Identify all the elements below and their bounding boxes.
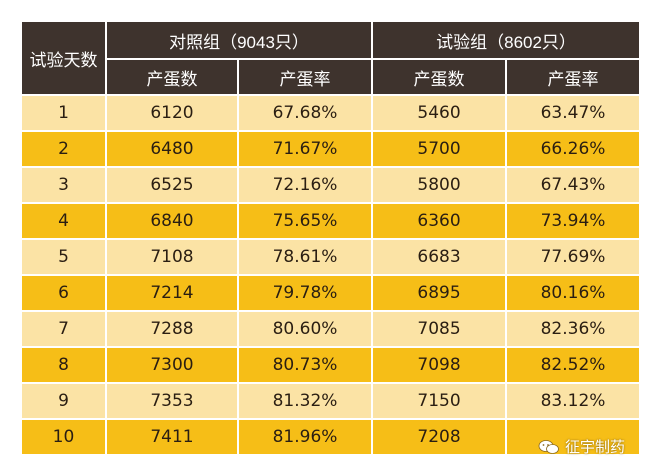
cell-control-eggs: 7353 bbox=[105, 382, 239, 420]
table-row: 8 7300 80.73% 7098 82.52% bbox=[20, 346, 642, 384]
table-row: 10 7411 81.96% 7208 bbox=[20, 418, 642, 456]
cell-control-rate: 78.61% bbox=[236, 238, 374, 276]
header-control-group: 对照组（9043只） bbox=[104, 20, 374, 60]
cell-control-eggs: 7214 bbox=[105, 274, 239, 312]
header-control-rate: 产蛋率 bbox=[236, 58, 374, 96]
cell-control-rate: 67.68% bbox=[236, 94, 374, 132]
cell-control-rate: 81.96% bbox=[236, 418, 374, 456]
table-row: 6 7214 79.78% 6895 80.16% bbox=[20, 274, 642, 312]
cell-control-eggs: 7288 bbox=[105, 310, 239, 348]
cell-test-rate: 63.47% bbox=[505, 94, 642, 132]
table-row: 5 7108 78.61% 6683 77.69% bbox=[20, 238, 642, 276]
cell-day: 2 bbox=[20, 130, 107, 168]
cell-control-rate: 80.60% bbox=[236, 310, 374, 348]
cell-test-eggs: 5700 bbox=[371, 130, 508, 168]
cell-day: 9 bbox=[20, 382, 107, 420]
header-test-group: 试验组（8602只） bbox=[371, 20, 642, 60]
cell-test-eggs: 7208 bbox=[371, 418, 508, 456]
table-row: 9 7353 81.32% 7150 83.12% bbox=[20, 382, 642, 420]
cell-test-eggs: 7085 bbox=[371, 310, 508, 348]
cell-test-rate: 83.12% bbox=[505, 382, 642, 420]
cell-day: 10 bbox=[20, 418, 107, 456]
header-control-eggs: 产蛋数 bbox=[105, 58, 239, 96]
cell-test-eggs: 5800 bbox=[371, 166, 508, 204]
cell-control-eggs: 7108 bbox=[105, 238, 239, 276]
header-row-groups: 试验天数 对照组（9043只） 试验组（8602只） bbox=[20, 20, 642, 96]
table-row: 4 6840 75.65% 6360 73.94% bbox=[20, 202, 642, 240]
header-test-eggs: 产蛋数 bbox=[371, 58, 508, 96]
cell-control-eggs: 6120 bbox=[105, 94, 239, 132]
cell-control-eggs: 6525 bbox=[105, 166, 239, 204]
table-row: 3 6525 72.16% 5800 67.43% bbox=[20, 166, 642, 204]
cell-control-eggs: 7300 bbox=[105, 346, 239, 384]
cell-test-rate: 82.52% bbox=[505, 346, 642, 384]
cell-day: 4 bbox=[20, 202, 107, 240]
header-row-metrics: 产蛋数 产蛋率 产蛋数 产蛋率 bbox=[21, 58, 642, 96]
cell-test-rate bbox=[505, 418, 642, 456]
table-row: 1 6120 67.68% 5460 63.47% bbox=[20, 94, 642, 132]
watermark: 征宇制药 bbox=[538, 436, 625, 457]
cell-control-rate: 79.78% bbox=[236, 274, 374, 312]
cell-test-rate: 77.69% bbox=[505, 238, 642, 276]
cell-day: 8 bbox=[20, 346, 107, 384]
cell-test-eggs: 5460 bbox=[371, 94, 508, 132]
cell-day: 7 bbox=[20, 310, 107, 348]
cell-control-eggs: 6480 bbox=[105, 130, 239, 168]
cell-test-eggs: 6360 bbox=[371, 202, 508, 240]
cell-test-rate: 67.43% bbox=[505, 166, 642, 204]
cell-control-rate: 75.65% bbox=[236, 202, 374, 240]
cell-test-rate: 73.94% bbox=[505, 202, 642, 240]
header-test-rate: 产蛋率 bbox=[505, 58, 642, 96]
egg-production-table: 试验天数 对照组（9043只） 试验组（8602只） 产蛋数 产蛋率 产蛋数 产… bbox=[20, 20, 642, 456]
wechat-icon bbox=[538, 439, 560, 455]
cell-test-rate: 80.16% bbox=[505, 274, 642, 312]
cell-day: 1 bbox=[20, 94, 107, 132]
cell-day: 5 bbox=[20, 238, 107, 276]
cell-control-eggs: 7411 bbox=[105, 418, 239, 456]
cell-test-eggs: 6895 bbox=[371, 274, 508, 312]
cell-test-eggs: 7150 bbox=[371, 382, 508, 420]
cell-day: 3 bbox=[20, 166, 107, 204]
cell-control-rate: 71.67% bbox=[236, 130, 374, 168]
table-row: 7 7288 80.60% 7085 82.36% bbox=[20, 310, 642, 348]
table-row: 2 6480 71.67% 5700 66.26% bbox=[20, 130, 642, 168]
header-trial-day: 试验天数 bbox=[20, 20, 107, 96]
cell-test-rate: 66.26% bbox=[505, 130, 642, 168]
cell-control-rate: 80.73% bbox=[236, 346, 374, 384]
cell-control-rate: 81.32% bbox=[236, 382, 374, 420]
cell-control-eggs: 6840 bbox=[105, 202, 239, 240]
cell-test-rate: 82.36% bbox=[505, 310, 642, 348]
watermark-text: 征宇制药 bbox=[564, 438, 625, 456]
cell-test-eggs: 7098 bbox=[371, 346, 508, 384]
cell-test-eggs: 6683 bbox=[371, 238, 508, 276]
egg-production-table-container: 试验天数 对照组（9043只） 试验组（8602只） 产蛋数 产蛋率 产蛋数 产… bbox=[20, 20, 642, 462]
cell-control-rate: 72.16% bbox=[236, 166, 374, 204]
cell-day: 6 bbox=[20, 274, 107, 312]
